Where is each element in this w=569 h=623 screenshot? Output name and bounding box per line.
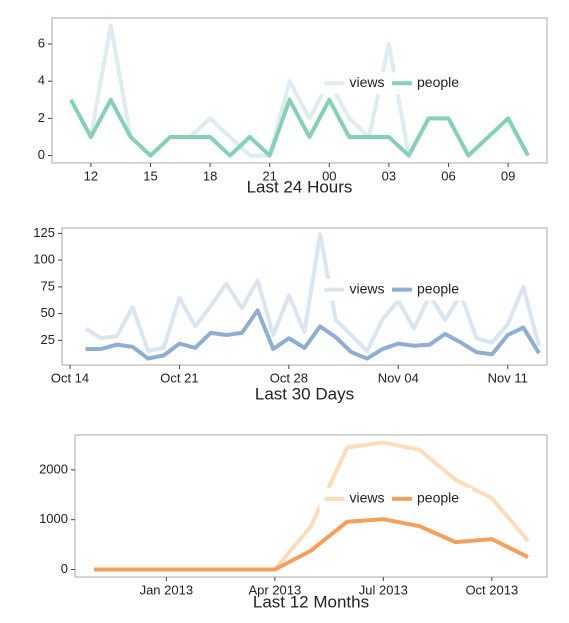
y-tick-label: 75 xyxy=(41,278,55,293)
y-tick-label: 25 xyxy=(41,332,55,347)
y-tick-label: 1000 xyxy=(39,511,68,526)
y-tick-label: 6 xyxy=(38,35,45,50)
plot-area xyxy=(51,17,548,164)
x-tick-label: Jan 2013 xyxy=(140,582,194,597)
x-tick-label: Nov 04 xyxy=(378,370,419,385)
y-tick-label: 2 xyxy=(38,110,45,125)
x-tick-label: 18 xyxy=(203,168,217,183)
x-tick-label: Apr 2013 xyxy=(248,582,301,597)
legend-label: views xyxy=(350,280,385,296)
x-axis-label: Last 12 Months xyxy=(253,592,369,611)
y-tick-label: 2000 xyxy=(39,461,68,476)
series-line xyxy=(85,308,541,361)
x-tick-label: 06 xyxy=(441,168,455,183)
plot-area xyxy=(61,227,548,366)
x-tick-label: 15 xyxy=(143,168,157,183)
legend-label: views xyxy=(350,490,385,506)
x-axis-label: Last 30 Days xyxy=(255,384,354,403)
x-tick-label: Oct 21 xyxy=(160,370,198,385)
y-tick-label: 50 xyxy=(41,305,55,320)
x-tick-label: Nov 11 xyxy=(488,370,528,385)
x-tick-label: 21 xyxy=(262,168,276,183)
y-tick-label: 4 xyxy=(38,73,45,88)
y-tick-label: 0 xyxy=(61,561,68,576)
x-tick-label: 00 xyxy=(322,168,336,183)
series-line xyxy=(94,517,529,572)
x-tick-label: Oct 14 xyxy=(51,370,89,385)
x-tick-label: 03 xyxy=(382,168,396,183)
legend-label: views xyxy=(350,74,385,90)
x-tick-label: Oct 2013 xyxy=(465,582,518,597)
y-tick-label: 0 xyxy=(38,147,45,162)
y-tick-label: 125 xyxy=(33,225,55,240)
legend-label: people xyxy=(417,74,459,90)
x-axis-label: Last 24 Hours xyxy=(247,177,353,196)
plot-area xyxy=(74,434,548,578)
x-tick-label: 09 xyxy=(501,168,515,183)
legend-label: people xyxy=(417,280,459,296)
x-tick-label: Oct 28 xyxy=(270,370,308,385)
series-line xyxy=(69,97,530,158)
x-tick-label: Jul 2013 xyxy=(359,582,408,597)
series-line xyxy=(84,232,541,354)
legend-label: people xyxy=(417,490,459,506)
x-tick-label: 12 xyxy=(84,168,98,183)
y-tick-label: 100 xyxy=(33,252,55,267)
